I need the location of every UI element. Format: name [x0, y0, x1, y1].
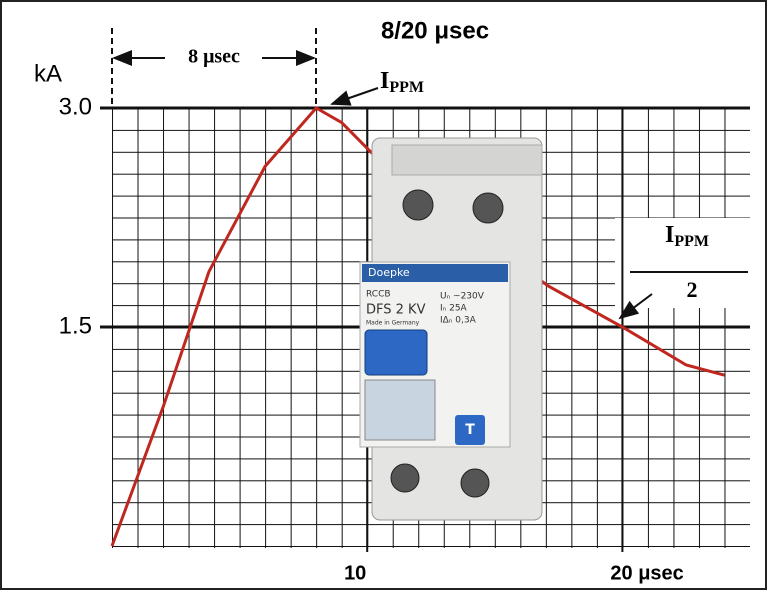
brand: Doepke: [368, 266, 410, 279]
origin: Made in Germany: [366, 320, 420, 327]
half-sub: PPM: [674, 233, 709, 250]
half-label: IPPM: [665, 222, 709, 250]
label-bg: [615, 218, 755, 308]
test-button: [455, 415, 485, 445]
waveform: [110, 106, 725, 547]
rating: IΔₙ 0,3A: [440, 316, 477, 326]
peak-text: I: [380, 68, 389, 94]
arrow: [330, 87, 379, 106]
button-label: T: [465, 422, 475, 438]
brand-strip: [362, 264, 508, 282]
label-window: [364, 379, 436, 441]
model: DFS 2 KV: [366, 303, 426, 318]
peak-label: IPPM: [380, 68, 424, 96]
lever: [364, 329, 428, 376]
half-denominator: 2: [687, 277, 698, 302]
half-text: I: [665, 222, 674, 248]
arrow: [618, 293, 653, 320]
screw: [472, 192, 504, 224]
x-tick-label: 10: [344, 562, 366, 584]
rise-annotation: 8 μsec: [111, 28, 317, 106]
screw: [402, 189, 434, 221]
peak-sub: PPM: [389, 79, 424, 96]
plot: 1.5 3.0 10 20 μsec: [59, 93, 750, 584]
chart-title: 8/20 μsec: [381, 17, 489, 44]
peak-annotation: IPPM: [330, 68, 424, 106]
half-annotation: IPPM 2: [615, 218, 755, 320]
top-rail: [391, 144, 543, 176]
screw: [460, 468, 490, 498]
rating: Uₙ ~230V: [440, 292, 485, 302]
rccb-device: Doepke RCCB DFS 2 KV Made in Germany T U…: [359, 137, 543, 521]
x-tick-label: 20 μsec: [610, 562, 683, 584]
y-tick-label: 1.5: [59, 312, 92, 339]
y-axis-label: kA: [34, 60, 62, 87]
y-tick-label: 3.0: [59, 93, 92, 120]
rise-label: 8 μsec: [188, 46, 240, 68]
screw: [390, 463, 420, 493]
kind: RCCB: [366, 290, 391, 300]
rating: Iₙ 25A: [440, 304, 468, 314]
